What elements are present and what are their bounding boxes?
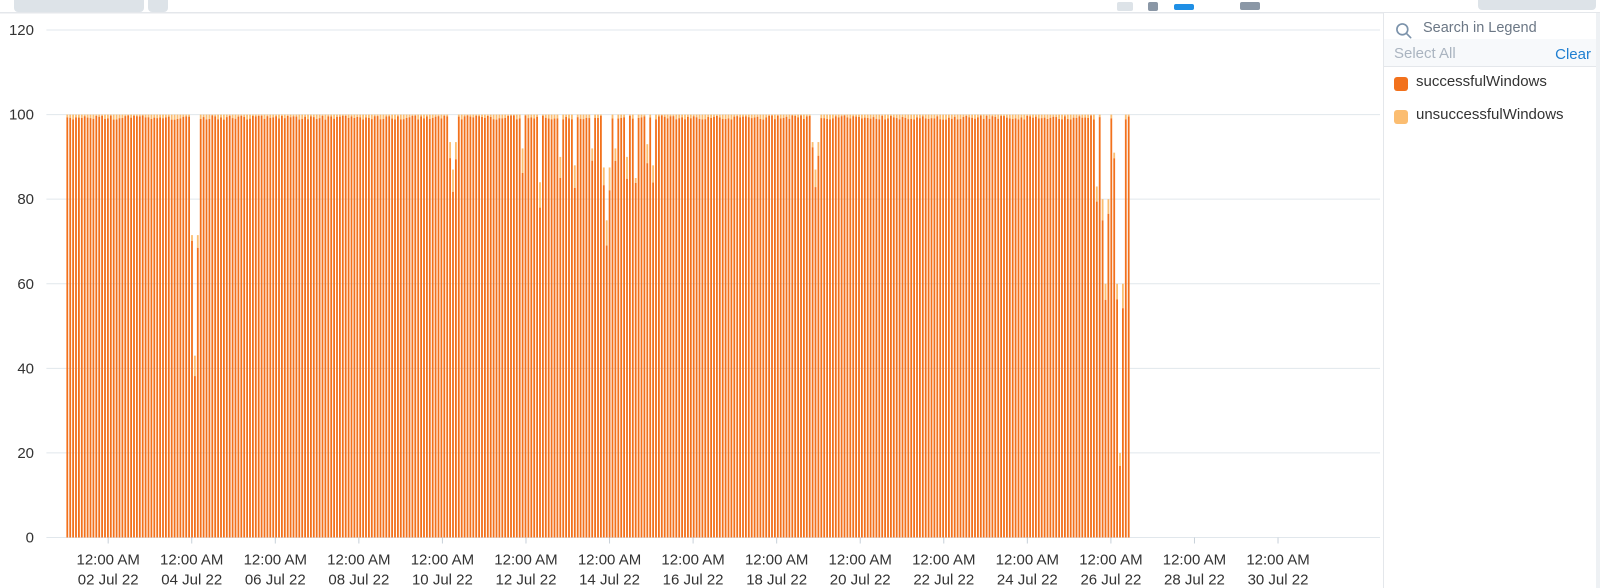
svg-text:12:00 AM: 12:00 AM [996, 552, 1059, 569]
svg-text:26 Jul 22: 26 Jul 22 [1080, 572, 1141, 588]
svg-text:28 Jul 22: 28 Jul 22 [1164, 572, 1225, 588]
svg-text:20 Jul 22: 20 Jul 22 [830, 572, 891, 588]
svg-text:24 Jul 22: 24 Jul 22 [997, 572, 1058, 588]
svg-text:08 Jul 22: 08 Jul 22 [328, 572, 389, 588]
svg-text:12:00 AM: 12:00 AM [912, 552, 975, 569]
svg-text:06 Jul 22: 06 Jul 22 [245, 572, 306, 588]
svg-text:04 Jul 22: 04 Jul 22 [161, 572, 222, 588]
svg-text:12:00 AM: 12:00 AM [76, 552, 139, 569]
svg-text:12:00 AM: 12:00 AM [1246, 552, 1309, 569]
svg-text:100: 100 [9, 107, 34, 124]
svg-text:14 Jul 22: 14 Jul 22 [579, 572, 640, 588]
svg-text:22 Jul 22: 22 Jul 22 [913, 572, 974, 588]
svg-text:80: 80 [17, 191, 34, 208]
svg-text:12 Jul 22: 12 Jul 22 [496, 572, 557, 588]
svg-text:12:00 AM: 12:00 AM [578, 552, 641, 569]
svg-text:120: 120 [9, 22, 34, 39]
svg-text:12:00 AM: 12:00 AM [1079, 552, 1142, 569]
svg-text:12:00 AM: 12:00 AM [244, 552, 307, 569]
svg-text:12:00 AM: 12:00 AM [160, 552, 223, 569]
svg-text:12:00 AM: 12:00 AM [411, 552, 474, 569]
svg-text:18 Jul 22: 18 Jul 22 [746, 572, 807, 588]
svg-text:60: 60 [17, 276, 34, 293]
svg-text:12:00 AM: 12:00 AM [745, 552, 808, 569]
svg-text:12:00 AM: 12:00 AM [661, 552, 724, 569]
svg-text:30 Jul 22: 30 Jul 22 [1248, 572, 1309, 588]
svg-text:12:00 AM: 12:00 AM [494, 552, 557, 569]
svg-text:20: 20 [17, 445, 34, 462]
svg-text:0: 0 [26, 530, 34, 547]
svg-text:12:00 AM: 12:00 AM [327, 552, 390, 569]
svg-text:10 Jul 22: 10 Jul 22 [412, 572, 473, 588]
svg-text:16 Jul 22: 16 Jul 22 [663, 572, 724, 588]
svg-text:02 Jul 22: 02 Jul 22 [78, 572, 139, 588]
svg-text:40: 40 [17, 360, 34, 377]
svg-text:12:00 AM: 12:00 AM [1163, 552, 1226, 569]
svg-text:12:00 AM: 12:00 AM [829, 552, 892, 569]
